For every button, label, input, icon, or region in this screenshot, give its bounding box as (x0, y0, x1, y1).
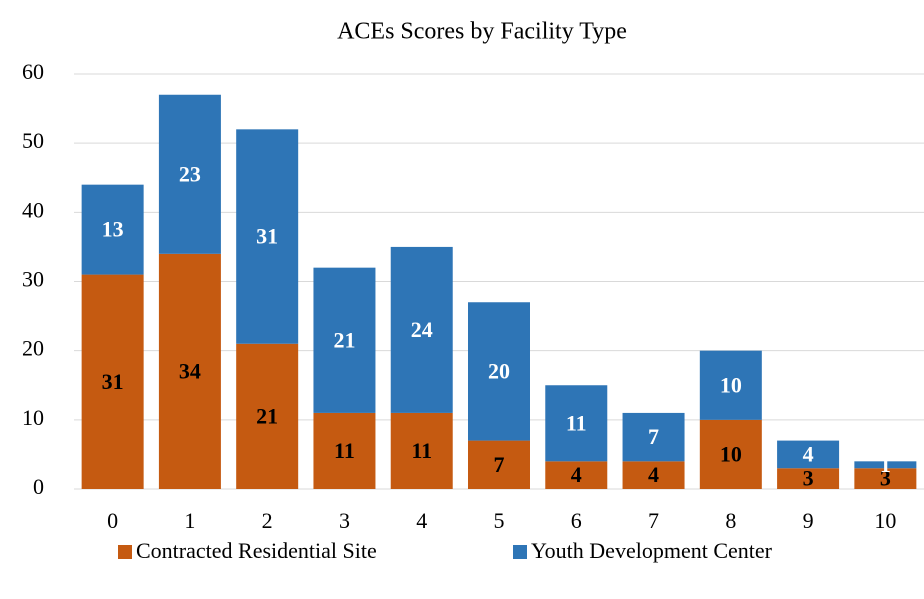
bar-segment (468, 302, 530, 441)
data-label: 31 (102, 369, 124, 394)
bar-segment (81, 274, 144, 489)
bar-segment (236, 343, 299, 489)
data-label: 7 (648, 424, 659, 449)
data-label: 20 (488, 358, 510, 383)
y-tick-label: 20 (22, 336, 44, 361)
x-tick-label: 8 (725, 508, 736, 533)
x-tick-label: 6 (571, 508, 582, 533)
data-label: 1 (880, 452, 891, 477)
bar-segment (622, 461, 685, 489)
chart-title: ACEs Scores by Facility Type (337, 19, 627, 45)
x-tick-label: 3 (339, 508, 350, 533)
x-tick-label: 5 (494, 508, 505, 533)
data-label: 13 (102, 217, 124, 242)
y-tick-label: 40 (22, 197, 44, 222)
data-label: 7 (494, 452, 505, 477)
bar-segment (777, 468, 840, 489)
bar-segment (854, 468, 917, 489)
legend-marker (118, 545, 132, 559)
bar-segment (777, 440, 840, 469)
x-tick-label: 7 (648, 508, 659, 533)
x-tick-label: 2 (262, 508, 273, 533)
data-label: 4 (648, 462, 659, 487)
legend-label: Youth Development Center (531, 538, 773, 563)
bar-segment (854, 461, 917, 469)
bar-segment (699, 350, 762, 420)
x-tick-label: 10 (874, 508, 896, 533)
bar-segment (545, 461, 608, 489)
bar-segment (313, 267, 376, 413)
bar-segment (158, 253, 221, 489)
bar-segment (158, 94, 221, 254)
data-label: 3 (803, 466, 814, 491)
y-tick-label: 50 (22, 128, 44, 153)
bar-segment (622, 412, 685, 462)
legend-label: Contracted Residential Site (136, 538, 377, 563)
bar-segment (313, 412, 376, 489)
y-tick-label: 0 (33, 474, 44, 499)
data-label: 10 (720, 441, 742, 466)
x-tick-label: 0 (107, 508, 118, 533)
data-label: 11 (566, 410, 587, 435)
bar-segment (81, 184, 144, 275)
bar-segment (390, 246, 453, 413)
data-label: 4 (571, 462, 582, 487)
y-tick-label: 60 (22, 59, 44, 84)
data-label: 10 (720, 372, 742, 397)
data-label: 21 (333, 327, 355, 352)
bar-segment (236, 129, 299, 344)
bar-segment (468, 440, 530, 489)
data-label: 31 (256, 224, 278, 249)
bar-segment (545, 385, 608, 462)
bar-segment (699, 419, 762, 489)
data-label: 23 (179, 161, 201, 186)
x-tick-label: 4 (416, 508, 427, 533)
bar-segment (390, 412, 453, 489)
legend-marker (513, 545, 527, 559)
x-tick-label: 1 (184, 508, 195, 533)
y-tick-label: 30 (22, 267, 44, 292)
data-label: 24 (411, 317, 433, 342)
data-label: 4 (803, 441, 814, 466)
x-tick-label: 9 (803, 508, 814, 533)
data-label: 34 (179, 358, 201, 383)
data-label: 21 (256, 403, 278, 428)
data-label: 3 (880, 466, 891, 491)
data-label: 11 (334, 438, 355, 463)
data-label: 11 (411, 438, 432, 463)
y-tick-label: 10 (22, 405, 44, 430)
